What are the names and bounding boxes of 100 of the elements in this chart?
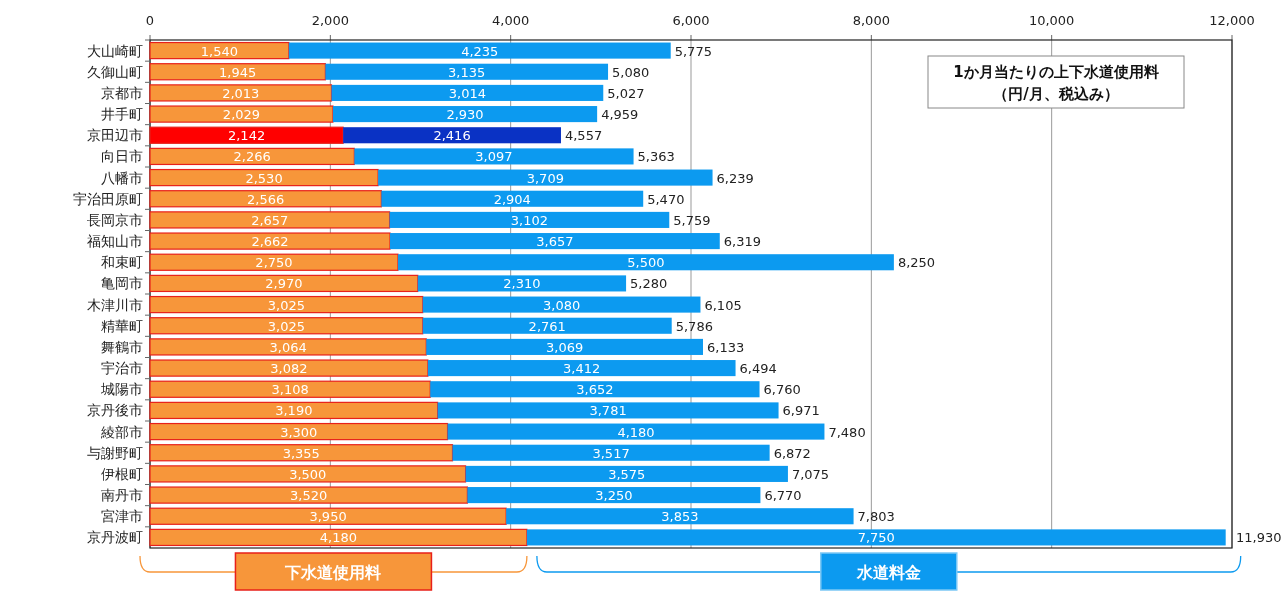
bar <box>389 211 670 228</box>
data-label: 5,500 <box>627 255 665 271</box>
data-label: 2,904 <box>493 191 531 207</box>
y-tick-label: 京丹後市 <box>87 402 143 419</box>
y-tick-label: 舞鶴市 <box>101 338 143 355</box>
data-label: 3,080 <box>543 297 581 313</box>
bar <box>332 106 598 123</box>
bar <box>390 233 720 250</box>
bar <box>149 211 391 229</box>
x-tick-label: 10,000 <box>1028 13 1075 28</box>
bar <box>417 275 627 292</box>
data-label: 2,970 <box>265 276 303 292</box>
x-tick-label: 2,000 <box>311 13 349 28</box>
y-tick-label: 向日市 <box>101 148 143 165</box>
total-label: 7,803 <box>857 509 895 525</box>
y-tick-label: 与謝野町 <box>87 444 143 461</box>
data-label: 2,142 <box>227 128 266 144</box>
total-label: 5,759 <box>673 212 711 228</box>
data-label: 3,657 <box>536 234 574 250</box>
bar <box>452 444 770 461</box>
bar <box>149 444 454 462</box>
bar <box>149 126 344 144</box>
data-label: 3,190 <box>275 403 313 419</box>
data-label: 2,416 <box>433 128 471 144</box>
bar <box>149 232 391 250</box>
y-tick-label: 京丹波町 <box>87 529 143 546</box>
text: （円/月、税込み） <box>993 85 1119 103</box>
data-label: 2,266 <box>233 149 271 165</box>
total-label: 5,470 <box>647 191 685 207</box>
data-label: 2,761 <box>528 318 566 334</box>
y-tick-label: 大山崎町 <box>87 42 143 59</box>
bar <box>149 465 467 483</box>
data-label: 3,025 <box>267 318 305 334</box>
bar <box>149 41 290 60</box>
total-label: 5,027 <box>607 85 645 101</box>
y-tick-label: 宇治市 <box>101 360 143 377</box>
y-tick-label: 伊根町 <box>101 465 143 482</box>
data-label: 3,082 <box>270 361 308 377</box>
bar <box>149 380 431 398</box>
bar <box>354 148 634 165</box>
total-label: 5,280 <box>630 276 668 292</box>
total-label: 5,775 <box>674 43 712 59</box>
data-label: 2,657 <box>251 212 289 228</box>
y-tick-label: 八幡市 <box>101 169 143 186</box>
total-label: 11,930 <box>1236 530 1282 546</box>
bar <box>149 63 326 81</box>
bar <box>149 168 379 187</box>
bar <box>331 84 604 101</box>
series-label: 下水道使用料 <box>284 563 382 582</box>
data-label: 2,310 <box>503 276 541 292</box>
data-label: 3,709 <box>526 170 564 186</box>
total-label: 6,872 <box>773 445 811 461</box>
bar <box>149 338 427 356</box>
data-label: 3,950 <box>309 509 347 525</box>
y-tick-label: 宮津市 <box>101 508 143 525</box>
data-label: 3,575 <box>608 466 646 482</box>
y-tick-label: 南丹市 <box>101 487 143 504</box>
y-tick-label: 久御山町 <box>87 63 143 80</box>
total-label: 8,250 <box>897 255 936 271</box>
y-tick-label: 宇治田原町 <box>73 190 143 207</box>
bar <box>149 528 528 547</box>
total-label: 7,480 <box>828 424 866 440</box>
bar <box>437 402 779 419</box>
bar <box>149 507 507 525</box>
data-label: 3,520 <box>290 488 328 504</box>
bar <box>343 127 561 144</box>
data-label: 4,180 <box>319 530 358 546</box>
bar <box>149 84 333 102</box>
bar <box>378 169 713 186</box>
y-tick-label: 綾部市 <box>100 423 143 440</box>
data-label: 2,530 <box>245 170 283 186</box>
bar <box>430 381 760 398</box>
total-label: 5,363 <box>637 149 675 165</box>
x-tick-label: 6,000 <box>672 13 710 28</box>
bar <box>426 338 703 355</box>
bar <box>325 63 609 80</box>
bar <box>381 190 644 207</box>
y-tick-label: 和束町 <box>101 254 143 271</box>
total-label: 7,075 <box>791 466 830 482</box>
bar <box>465 465 788 482</box>
bar <box>526 529 1226 546</box>
data-label: 3,135 <box>448 64 486 80</box>
bar <box>149 486 468 504</box>
data-label: 2,029 <box>222 107 261 123</box>
data-label: 3,025 <box>267 297 305 313</box>
data-label: 4,180 <box>617 424 655 440</box>
data-label: 7,750 <box>857 530 895 546</box>
bar <box>149 295 424 314</box>
x-tick-label: 8,000 <box>852 13 890 28</box>
y-tick-label: 木津川市 <box>87 296 143 313</box>
data-label: 1,945 <box>219 64 257 80</box>
data-label: 3,097 <box>475 149 513 165</box>
bar <box>422 296 701 313</box>
data-label: 3,500 <box>289 466 327 482</box>
data-label: 3,355 <box>282 445 320 461</box>
y-tick-label: 城陽市 <box>100 381 143 398</box>
data-label: 1,540 <box>200 43 239 59</box>
bar <box>506 508 854 525</box>
bar <box>447 423 825 440</box>
series-label: 水道料金 <box>855 563 921 582</box>
